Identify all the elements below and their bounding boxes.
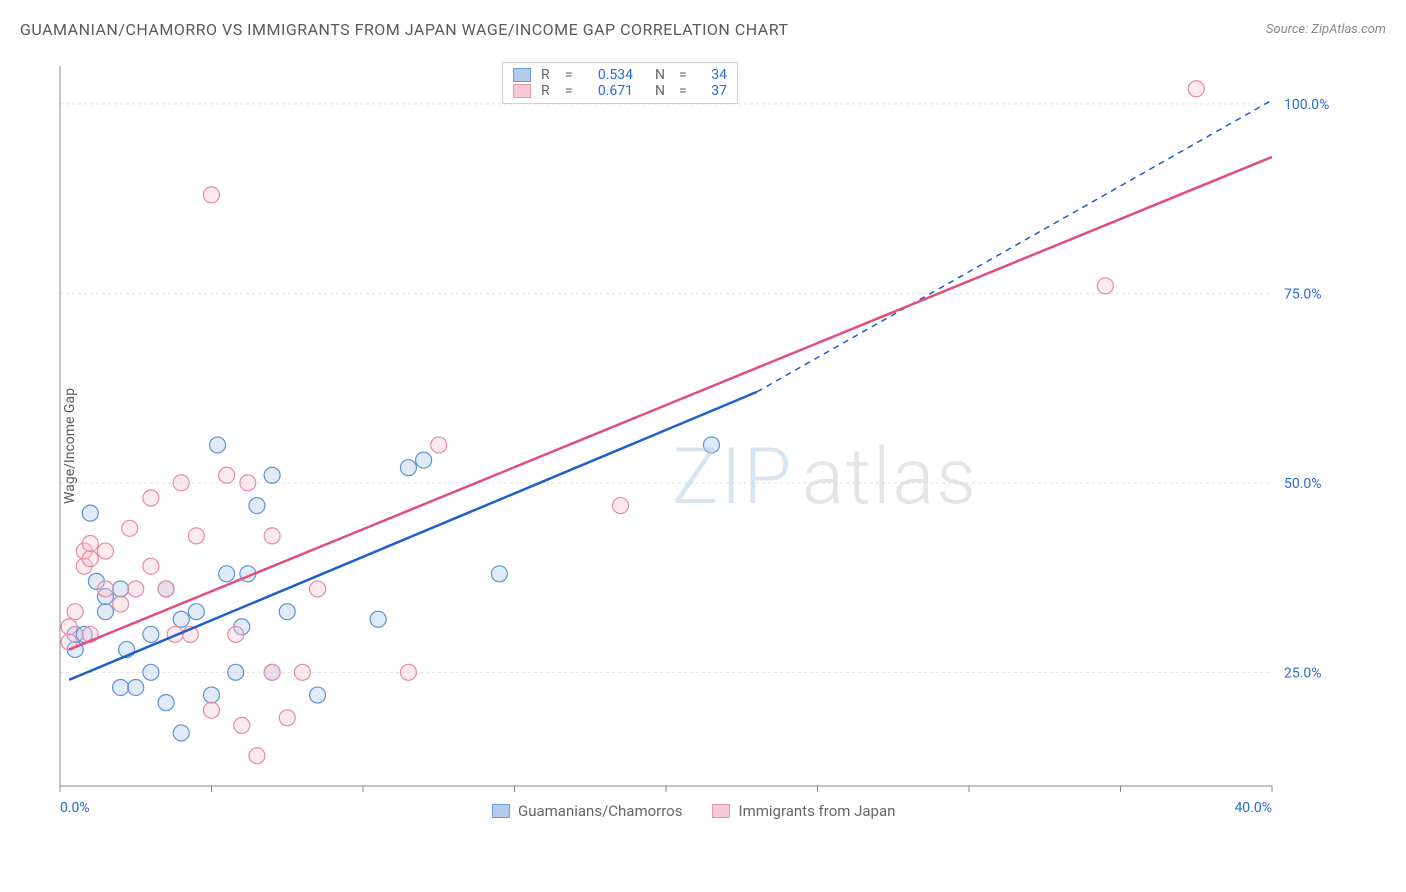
data-point xyxy=(61,619,77,635)
chart-area: 25.0%50.0%75.0%100.0%0.0%40.0% R=0.534N=… xyxy=(52,58,1342,826)
data-point xyxy=(113,679,129,695)
r-value: 0.534 xyxy=(585,67,633,83)
data-point xyxy=(158,581,174,597)
data-point xyxy=(294,664,310,680)
correlation-legend: R=0.534N=34R=0.671N=37 xyxy=(502,62,738,104)
data-point xyxy=(128,581,144,597)
data-point xyxy=(173,475,189,491)
r-label: R xyxy=(541,67,555,83)
n-value: 37 xyxy=(699,83,727,99)
data-point xyxy=(613,498,629,514)
data-point xyxy=(82,505,98,521)
data-point xyxy=(249,498,265,514)
data-point xyxy=(228,626,244,642)
legend-swatch xyxy=(513,84,531,98)
scatter-chart: 25.0% 50.0% 75.0% 100.0% 0.0% 40.0% xyxy=(52,58,1342,826)
y-tick-label: 50.0% xyxy=(1284,476,1322,492)
chart-title: GUAMANIAN/CHAMORRO VS IMMIGRANTS FROM JA… xyxy=(20,20,789,39)
data-point xyxy=(210,437,226,453)
data-point xyxy=(264,467,280,483)
data-point xyxy=(143,558,159,574)
legend-label: Guamanians/Chamorros xyxy=(518,802,682,820)
n-label: N xyxy=(655,83,669,99)
x-tick-label: 0.0% xyxy=(60,800,90,816)
legend-stat-row: R=0.671N=37 xyxy=(513,83,727,99)
data-point xyxy=(219,467,235,483)
r-label: R xyxy=(541,83,555,99)
data-point xyxy=(264,664,280,680)
data-point xyxy=(279,604,295,620)
n-label: N xyxy=(655,67,669,83)
series-legend: Guamanians/Chamorros Immigrants from Japa… xyxy=(492,802,895,820)
n-value: 34 xyxy=(699,67,727,83)
data-point xyxy=(431,437,447,453)
data-point xyxy=(249,748,265,764)
data-point xyxy=(173,611,189,627)
data-point xyxy=(310,687,326,703)
legend-swatch xyxy=(712,804,730,818)
data-point xyxy=(158,695,174,711)
legend-swatch xyxy=(513,68,531,82)
data-point xyxy=(204,702,220,718)
data-point xyxy=(264,528,280,544)
trend-line xyxy=(69,157,1272,650)
data-point xyxy=(416,452,432,468)
data-point xyxy=(219,566,235,582)
legend-stat-row: R=0.534N=34 xyxy=(513,67,727,83)
data-point xyxy=(234,717,250,733)
data-point xyxy=(310,581,326,597)
data-point xyxy=(82,535,98,551)
data-point xyxy=(173,725,189,741)
x-tick-label: 40.0% xyxy=(1234,800,1272,816)
data-point xyxy=(143,626,159,642)
data-point xyxy=(82,551,98,567)
data-point xyxy=(97,604,113,620)
source-label: Source: ZipAtlas.com xyxy=(1266,22,1386,37)
data-point xyxy=(204,687,220,703)
data-point xyxy=(143,490,159,506)
data-point xyxy=(188,528,204,544)
legend-label: Immigrants from Japan xyxy=(738,802,895,820)
trend-line xyxy=(69,392,757,680)
data-point xyxy=(188,604,204,620)
y-tick-label: 75.0% xyxy=(1284,286,1322,302)
trend-line-extrapolated xyxy=(757,100,1272,392)
data-point xyxy=(113,596,129,612)
data-point xyxy=(703,437,719,453)
data-point xyxy=(97,581,113,597)
legend-swatch xyxy=(492,804,510,818)
legend-item: Guamanians/Chamorros xyxy=(492,802,682,820)
data-point xyxy=(97,543,113,559)
data-point xyxy=(113,581,129,597)
data-point xyxy=(491,566,507,582)
data-point xyxy=(204,187,220,203)
data-point xyxy=(240,475,256,491)
data-point xyxy=(400,460,416,476)
data-point xyxy=(1188,81,1204,97)
legend-item: Immigrants from Japan xyxy=(712,802,895,820)
y-tick-label: 25.0% xyxy=(1284,665,1322,681)
r-value: 0.671 xyxy=(585,83,633,99)
data-point xyxy=(228,664,244,680)
data-point xyxy=(143,664,159,680)
data-point xyxy=(128,679,144,695)
data-point xyxy=(400,664,416,680)
y-tick-label: 100.0% xyxy=(1284,97,1329,113)
data-point xyxy=(122,520,138,536)
data-point xyxy=(370,611,386,627)
data-point xyxy=(1097,278,1113,294)
data-point xyxy=(67,604,83,620)
data-point xyxy=(279,710,295,726)
